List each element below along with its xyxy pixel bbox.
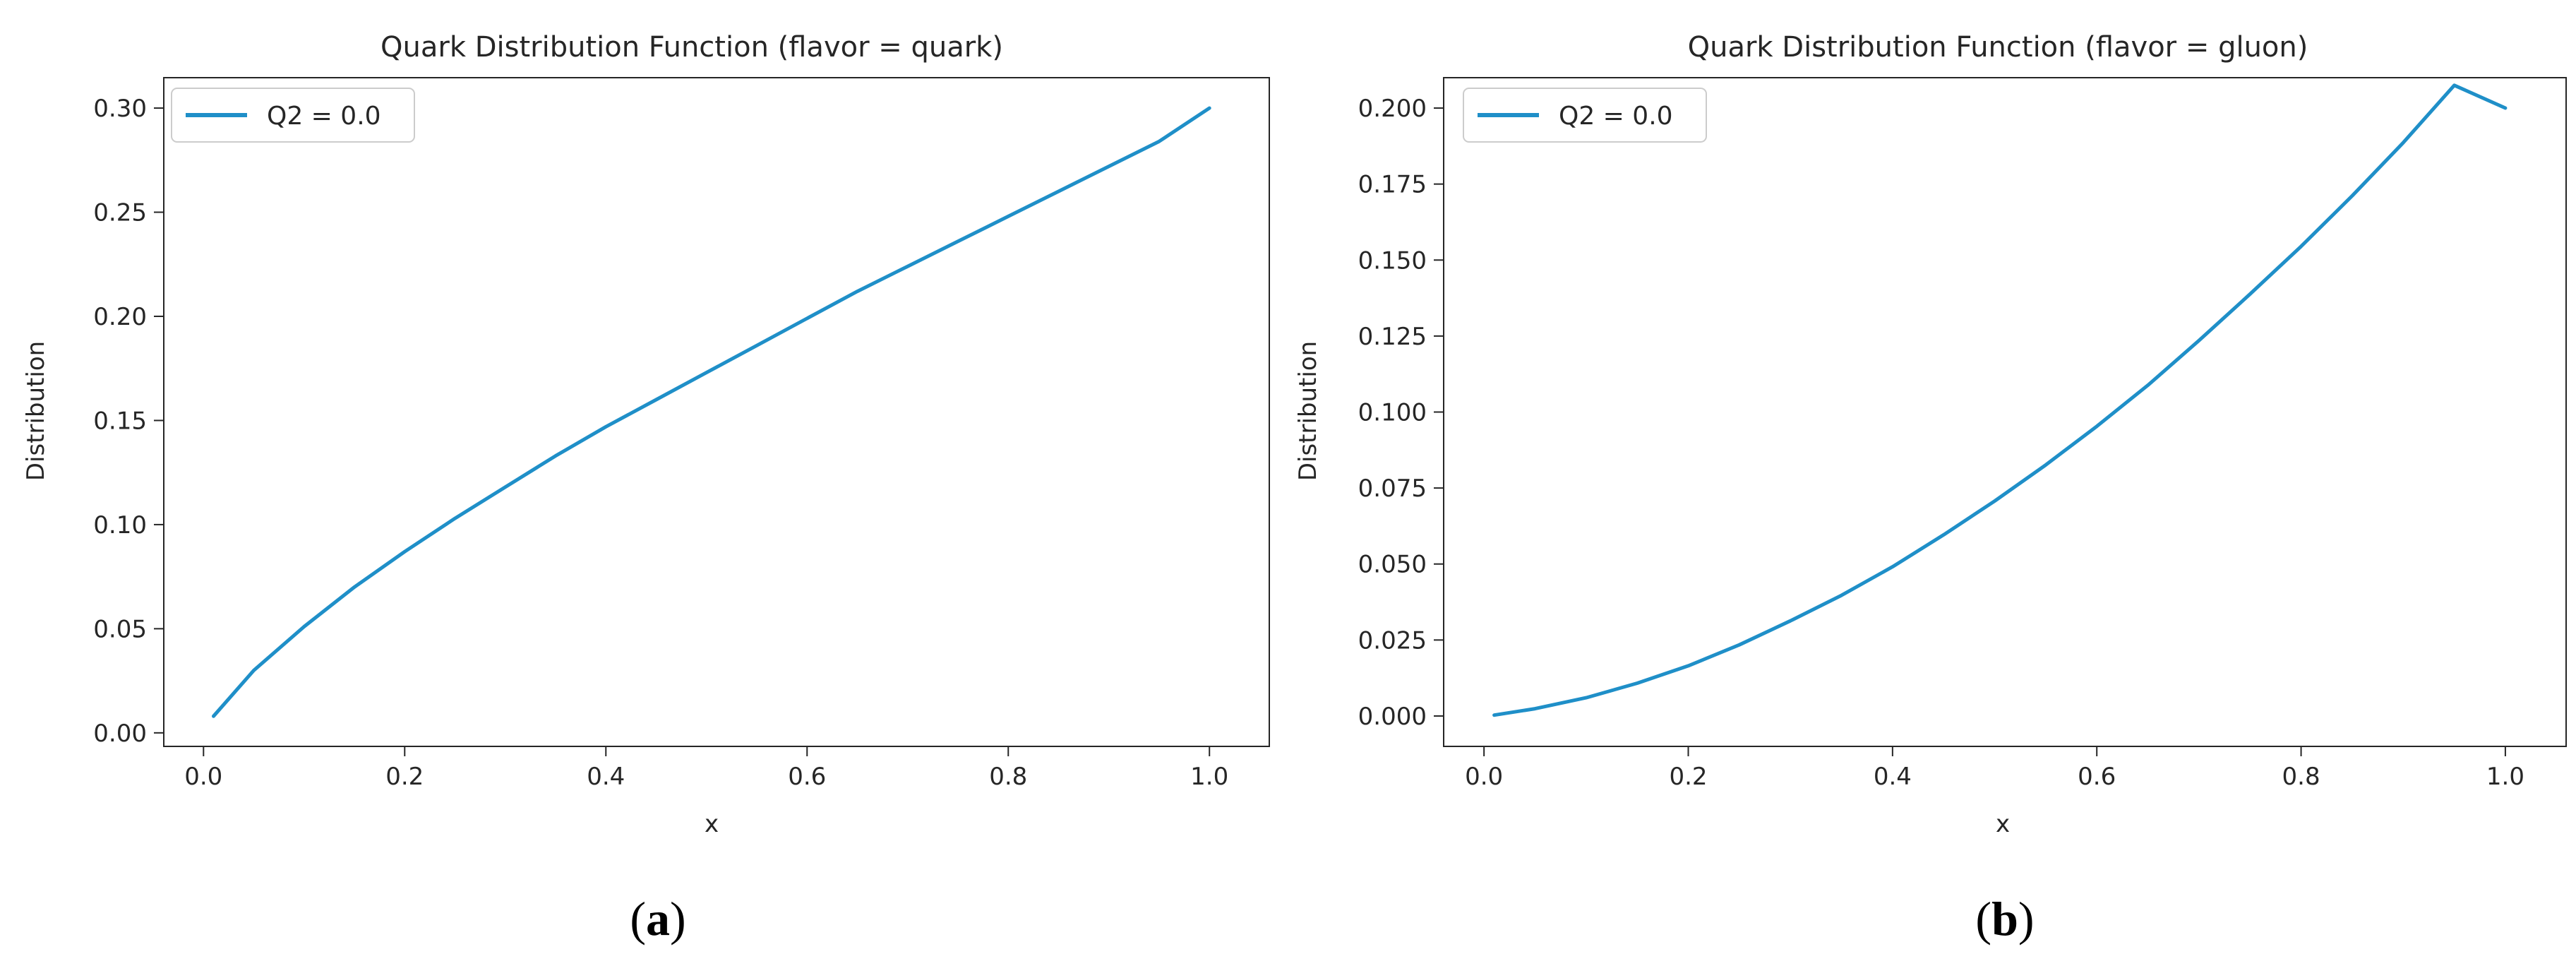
y-tick-label: 0.025 [1358, 626, 1427, 655]
x-axis-label: x [1996, 810, 2010, 838]
x-tick-label: 1.0 [1190, 763, 1228, 791]
y-tick-label: 0.150 [1358, 246, 1427, 275]
legend-label: Q2 = 0.0 [1559, 102, 1673, 131]
axes-frame [1443, 77, 2567, 747]
x-tick-label: 0.4 [587, 763, 625, 791]
legend-label: Q2 = 0.0 [267, 102, 381, 131]
y-tick-label: 0.175 [1358, 171, 1427, 199]
y-tick-label: 0.050 [1358, 551, 1427, 579]
y-tick-label: 0.100 [1358, 399, 1427, 427]
panel-label-a: (a) [630, 892, 685, 946]
axes-frame [163, 77, 1270, 747]
y-axis-label: Distribution [22, 341, 50, 481]
tick-layer: 0.0 0.2 0.4 0.6 0.8 1.0 0.00 0.05 0.10 0.15 0.20 0.… [93, 95, 1228, 791]
panel-label-b: (b) [1975, 892, 2034, 946]
x-tick-label: 0.8 [989, 763, 1027, 791]
y-tick-label: 0.30 [93, 95, 147, 123]
chart-title: Quark Distribution Function (flavor = qu… [381, 31, 1003, 64]
legend-box [1463, 88, 1707, 143]
series-line [212, 106, 1211, 718]
x-tick-label: 0.2 [385, 763, 424, 791]
chart-panel-a: Quark Distribution Function (flavor = qu… [22, 31, 1270, 946]
y-axis-label: Distribution [1294, 341, 1322, 481]
y-tick-label: 0.00 [93, 720, 147, 748]
tick-layer: 0.0 0.2 0.4 0.6 0.8 1.0 0.000 0.025 0.050 0.075 0.… [1358, 95, 2524, 791]
y-tick-label: 0.25 [93, 199, 147, 227]
line-layer [212, 106, 1211, 718]
series-line [1492, 83, 2508, 717]
legend: Q2 = 0.0 [171, 88, 415, 143]
legend: Q2 = 0.0 [1463, 88, 1707, 143]
chart-title: Quark Distribution Function (flavor = gl… [1688, 31, 2308, 64]
x-tick-label: 0.8 [2282, 763, 2320, 791]
x-tick-label: 0.6 [788, 763, 826, 791]
y-tick-label: 0.10 [93, 511, 147, 539]
y-tick-label: 0.05 [93, 615, 147, 643]
y-tick-label: 0.200 [1358, 95, 1427, 123]
chart-panel-b: Quark Distribution Function (flavor = gl… [1294, 31, 2567, 946]
x-tick-label: 1.0 [2486, 763, 2524, 791]
x-tick-label: 0.0 [1465, 763, 1503, 791]
y-tick-label: 0.20 [93, 303, 147, 331]
x-tick-label: 0.4 [1874, 763, 1912, 791]
x-tick-label: 0.6 [2078, 763, 2116, 791]
y-tick-label: 0.125 [1358, 323, 1427, 351]
y-tick-label: 0.15 [93, 407, 147, 435]
x-tick-label: 0.2 [1669, 763, 1707, 791]
x-tick-label: 0.0 [184, 763, 222, 791]
x-axis-label: x [705, 810, 719, 838]
y-tick-label: 0.000 [1358, 703, 1427, 731]
legend-box [171, 88, 415, 143]
line-layer [1492, 83, 2508, 717]
y-tick-label: 0.075 [1358, 475, 1427, 503]
